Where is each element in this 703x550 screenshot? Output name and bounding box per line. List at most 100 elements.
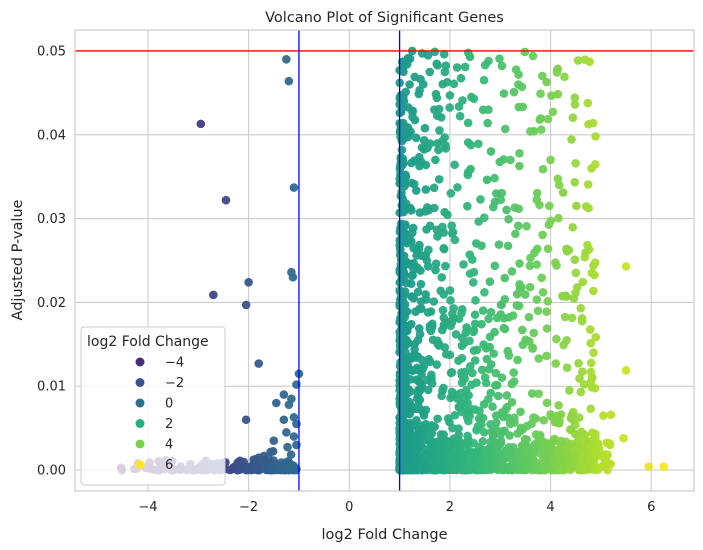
data-point <box>401 122 410 132</box>
data-point <box>572 283 582 292</box>
data-point <box>410 72 420 82</box>
data-point <box>526 253 535 263</box>
data-point <box>510 203 520 212</box>
data-point <box>570 255 580 264</box>
legend-label: −2 <box>165 376 184 391</box>
data-point <box>492 457 502 467</box>
data-point <box>423 261 433 271</box>
data-point <box>506 155 515 165</box>
data-point <box>490 327 499 337</box>
data-point <box>289 183 299 192</box>
data-point <box>554 401 563 410</box>
data-point <box>525 261 535 271</box>
data-point <box>244 277 253 287</box>
data-point <box>522 459 531 468</box>
data-point <box>606 410 616 420</box>
data-point <box>458 96 467 105</box>
data-point <box>286 450 296 459</box>
data-point <box>568 222 578 232</box>
data-point <box>440 343 450 352</box>
data-point <box>499 313 509 323</box>
data-point <box>558 188 568 197</box>
data-point <box>539 415 549 425</box>
y-tick-label: 0.01 <box>37 380 66 395</box>
data-point <box>536 89 545 98</box>
data-point <box>422 375 432 385</box>
legend-label: 6 <box>165 458 173 473</box>
data-point <box>515 161 524 171</box>
legend-marker <box>135 398 145 408</box>
data-point <box>478 437 488 446</box>
data-point <box>416 421 426 430</box>
data-point <box>477 241 486 250</box>
data-point <box>496 430 505 439</box>
data-point <box>455 111 465 121</box>
data-point <box>413 335 423 345</box>
data-point <box>586 404 595 414</box>
data-point <box>454 356 463 366</box>
data-point <box>432 360 442 369</box>
data-point <box>447 229 457 238</box>
data-point <box>599 411 608 420</box>
data-point <box>447 457 456 466</box>
data-point <box>447 221 457 230</box>
data-point <box>544 220 554 230</box>
data-point <box>433 232 442 241</box>
data-point <box>400 236 409 246</box>
data-point <box>419 361 429 371</box>
data-point <box>621 262 631 271</box>
data-point <box>554 213 563 223</box>
data-point <box>576 387 586 397</box>
data-point <box>516 407 525 417</box>
data-point <box>570 100 580 109</box>
data-point <box>445 91 455 100</box>
data-point <box>267 465 276 475</box>
data-point <box>560 312 570 322</box>
data-point <box>480 288 489 297</box>
data-point <box>479 213 489 222</box>
data-point <box>412 251 421 260</box>
data-point <box>410 115 420 125</box>
data-point <box>517 283 526 292</box>
data-point <box>516 426 525 436</box>
data-point <box>490 197 500 207</box>
data-point <box>497 373 507 382</box>
data-point <box>411 307 420 317</box>
data-point <box>491 381 500 390</box>
data-point <box>572 201 581 211</box>
x-tick-label: 4 <box>546 500 554 515</box>
data-point <box>443 210 452 220</box>
data-point <box>515 149 524 158</box>
data-point <box>564 245 574 255</box>
data-point <box>477 420 486 429</box>
data-point <box>446 189 456 198</box>
data-point <box>279 415 289 425</box>
data-point <box>422 225 431 234</box>
data-point <box>451 330 461 339</box>
legend-marker <box>135 419 145 428</box>
y-tick-label: 0.05 <box>37 44 66 59</box>
data-point <box>421 185 431 194</box>
data-point <box>542 351 551 361</box>
legend-box <box>80 326 226 486</box>
data-point <box>580 463 590 473</box>
legend-marker <box>135 378 145 387</box>
data-point <box>602 438 612 448</box>
data-point <box>468 368 477 378</box>
data-point <box>425 436 435 446</box>
data-point <box>463 138 473 147</box>
data-point <box>578 367 587 376</box>
data-point <box>399 417 408 426</box>
data-point <box>484 364 494 374</box>
data-point <box>414 324 424 333</box>
data-point <box>241 300 251 310</box>
data-point <box>465 269 475 278</box>
data-point <box>453 183 462 192</box>
data-point <box>445 441 454 450</box>
data-point <box>568 113 578 122</box>
data-point <box>532 188 542 198</box>
data-point <box>457 378 467 388</box>
data-point <box>478 306 488 315</box>
data-point <box>463 398 472 408</box>
data-point <box>553 89 563 99</box>
